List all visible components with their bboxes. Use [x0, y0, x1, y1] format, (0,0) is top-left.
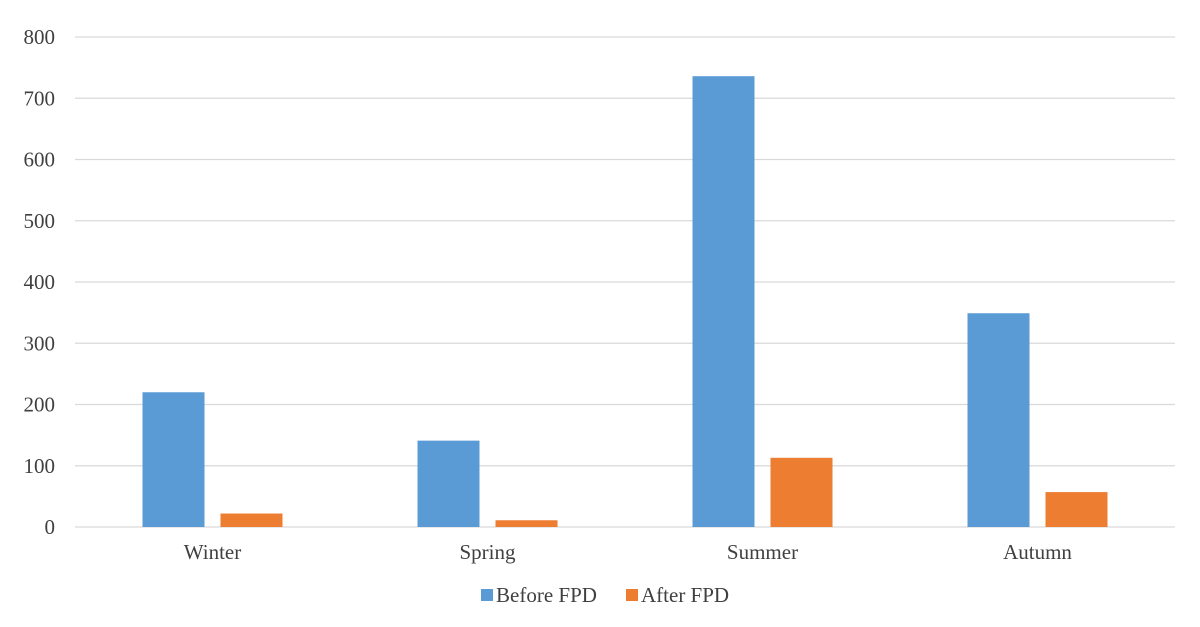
y-tick-label: 600 — [24, 148, 56, 172]
y-tick-label: 0 — [45, 515, 56, 539]
bars — [142, 76, 1108, 527]
bar-after-fpd-autumn — [1045, 492, 1108, 527]
y-axis-ticks: 0 100 200 300 400 500 600 700 800 — [24, 25, 56, 539]
bar-after-fpd-summer — [770, 457, 833, 527]
y-tick-label: 100 — [24, 454, 56, 478]
legend-swatch-after-fpd — [626, 589, 638, 601]
bar-before-fpd-summer — [692, 76, 755, 527]
legend-label-before-fpd: Before FPD — [496, 583, 597, 607]
gridlines — [75, 36, 1175, 528]
y-tick-label: 300 — [24, 331, 56, 355]
legend-label-after-fpd: After FPD — [641, 583, 729, 607]
x-axis-ticks: Winter Spring Summer Autumn — [184, 540, 1073, 564]
legend: Before FPD After FPD — [481, 583, 729, 607]
bar-before-fpd-spring — [417, 440, 480, 527]
x-tick-label: Spring — [459, 540, 516, 564]
x-tick-label: Autumn — [1003, 540, 1072, 564]
x-tick-label: Winter — [184, 540, 241, 564]
bar-before-fpd-autumn — [967, 313, 1030, 527]
y-tick-label: 200 — [24, 393, 56, 417]
bar-before-fpd-winter — [142, 392, 205, 527]
legend-swatch-before-fpd — [481, 589, 493, 601]
bar-after-fpd-spring — [495, 520, 558, 527]
bar-after-fpd-winter — [220, 513, 283, 527]
y-tick-label: 700 — [24, 86, 56, 110]
y-tick-label: 500 — [24, 209, 56, 233]
x-tick-label: Summer — [727, 540, 798, 564]
y-tick-label: 800 — [24, 25, 56, 49]
y-tick-label: 400 — [24, 270, 56, 294]
